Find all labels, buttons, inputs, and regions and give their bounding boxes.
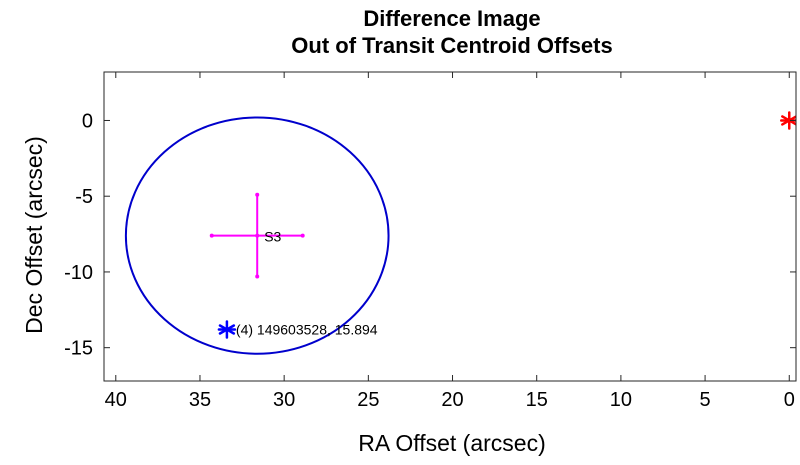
x-tick-label-5: 5 [700,389,711,411]
plot-area: S3 (4) 149603528, 15.894 [103,71,797,382]
x-tick-label-40: 40 [105,389,127,411]
centroid-cap-1 [300,233,305,238]
data-marks: S3 (4) 149603528, 15.894 [124,111,796,355]
x-tick-label-35: 35 [189,389,211,411]
y-tick-label--10: -10 [64,262,93,284]
axes-box [103,71,797,382]
x-tick-label-30: 30 [273,389,295,411]
x-tick-label-25: 25 [357,389,379,411]
y-axis-ticks: 0 -5 -10 -15 [64,110,796,360]
neighbor-label-0: (4) 149603528, 15.894 [236,322,378,338]
chart-title-line-2: Out of Transit Centroid Offsets [291,33,612,58]
chart-title-line-1: Difference Image [363,6,540,31]
x-axis-ticks: 40 35 30 25 20 15 10 5 0 [105,72,795,411]
y-tick-label--5: -5 [75,186,93,208]
centroid-cap-4 [255,233,260,238]
x-tick-label-15: 15 [526,389,548,411]
neighbor-star-0 [217,320,237,339]
x-axis-label: RA Offset (arcsec) [358,430,545,456]
y-tick-label--15: -15 [64,338,93,360]
x-tick-label-20: 20 [441,389,463,411]
x-tick-label-0: 0 [784,389,795,411]
x-tick-label-10: 10 [610,389,632,411]
centroid-cap-3 [255,274,260,279]
centroid-cap-0 [209,233,214,238]
centroid-cap-2 [255,192,260,197]
uncertainty-circle [124,116,390,355]
y-tick-label-0: 0 [82,110,93,132]
centroid-label: S3 [264,229,281,245]
y-axis-label: Dec Offset (arcsec) [21,136,47,334]
